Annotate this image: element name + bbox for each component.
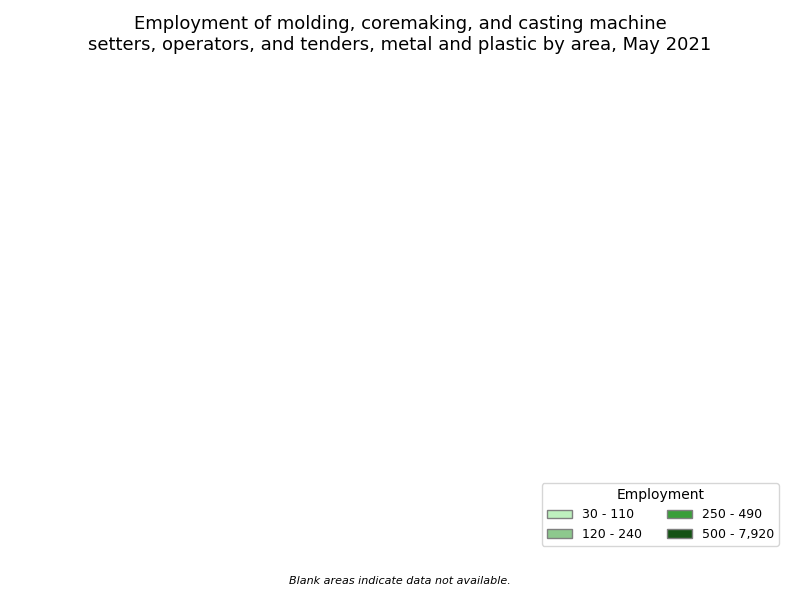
Text: Blank areas indicate data not available.: Blank areas indicate data not available. [289,577,511,586]
Title: Employment of molding, coremaking, and casting machine
setters, operators, and t: Employment of molding, coremaking, and c… [88,15,712,54]
Legend: 30 - 110, 120 - 240, 250 - 490, 500 - 7,920: 30 - 110, 120 - 240, 250 - 490, 500 - 7,… [542,483,778,545]
